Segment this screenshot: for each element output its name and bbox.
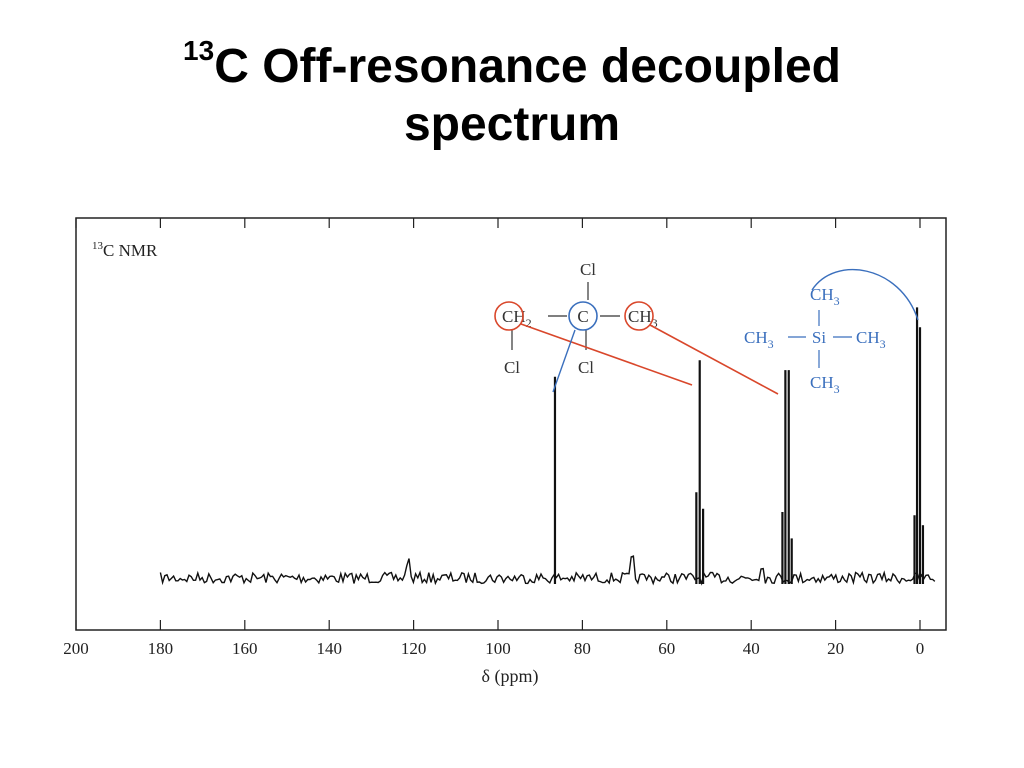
tms-right-text: CH xyxy=(856,328,880,347)
panel-label-sup: 13 xyxy=(92,240,104,252)
title-line-1-text: C Off-resonance decoupled xyxy=(214,40,841,93)
baseline-trace xyxy=(159,555,936,586)
molecule-cl-top: Cl xyxy=(580,260,596,279)
slide-title: 13C Off-resonance decoupled spectrum xyxy=(0,35,1024,154)
tms-right-sub: 3 xyxy=(880,337,886,351)
tms-bottom-sub: 3 xyxy=(834,382,840,396)
tick-label-180: 180 xyxy=(148,639,174,658)
molecule-ch2-sub: 2 xyxy=(526,316,532,330)
tms-left-sub: 3 xyxy=(768,337,774,351)
tms-left-text: CH xyxy=(744,328,768,347)
tms-top: CH3 xyxy=(810,285,840,308)
panel-label-text: C NMR xyxy=(103,241,158,260)
molecule-ch2-text: CH xyxy=(502,307,526,326)
tick-label-120: 120 xyxy=(401,639,427,658)
molecule-ch3: CH3 xyxy=(628,307,658,330)
tms-left: CH3 xyxy=(744,328,774,351)
tms-top-text: CH xyxy=(810,285,834,304)
molecule-cl-bottom-left: Cl xyxy=(504,358,520,377)
center-c-assignment-circle xyxy=(568,301,598,331)
tms-bottom: CH3 xyxy=(810,373,840,396)
tick-label-160: 160 xyxy=(232,639,258,658)
tms-right: CH3 xyxy=(856,328,886,351)
title-line-1: 13C Off-resonance decoupled xyxy=(0,35,1024,96)
tick-label-40: 40 xyxy=(743,639,760,658)
ch2-assignment-circle xyxy=(494,301,524,331)
molecule-ch2: CH2 xyxy=(502,307,532,330)
molecule-cl-bottom-mid: Cl xyxy=(578,358,594,377)
title-superscript: 13 xyxy=(183,35,215,66)
panel-label: 13C NMR xyxy=(92,240,158,260)
tms-leader-curve xyxy=(811,268,919,321)
molecule-structure: Cl CH2 C CH3 Cl Cl xyxy=(494,260,658,377)
molecule-ch3-text: CH xyxy=(628,307,652,326)
tick-label-0: 0 xyxy=(916,639,925,658)
peaks-group xyxy=(553,307,925,584)
molecule-center-c: C xyxy=(577,307,588,326)
tick-label-20: 20 xyxy=(827,639,844,658)
tms-top-sub: 3 xyxy=(834,294,840,308)
tick-label-100: 100 xyxy=(485,639,511,658)
tms-si: Si xyxy=(812,328,826,347)
tick-label-140: 140 xyxy=(316,639,342,658)
tick-label-80: 80 xyxy=(574,639,591,658)
tms-bottom-text: CH xyxy=(810,373,834,392)
ch3-assignment-circle xyxy=(624,301,654,331)
x-axis-label: δ (ppm) xyxy=(482,666,539,687)
molecule-ch3-sub: 3 xyxy=(652,316,658,330)
center-c-leader-line xyxy=(552,329,576,393)
ch3-leader-line xyxy=(649,324,779,395)
tick-label-200: 200 xyxy=(63,639,89,658)
tick-label-60: 60 xyxy=(658,639,675,658)
ch2-leader-line xyxy=(520,323,693,386)
plot-frame xyxy=(75,217,947,631)
x-axis-ticks xyxy=(75,218,921,630)
title-line-2: spectrum xyxy=(403,98,621,151)
tms-structure: CH3 CH3 Si CH3 CH3 xyxy=(744,285,886,396)
x-axis-tick-labels: 200 180 160 140 120 100 80 60 40 20 0 xyxy=(63,639,924,658)
